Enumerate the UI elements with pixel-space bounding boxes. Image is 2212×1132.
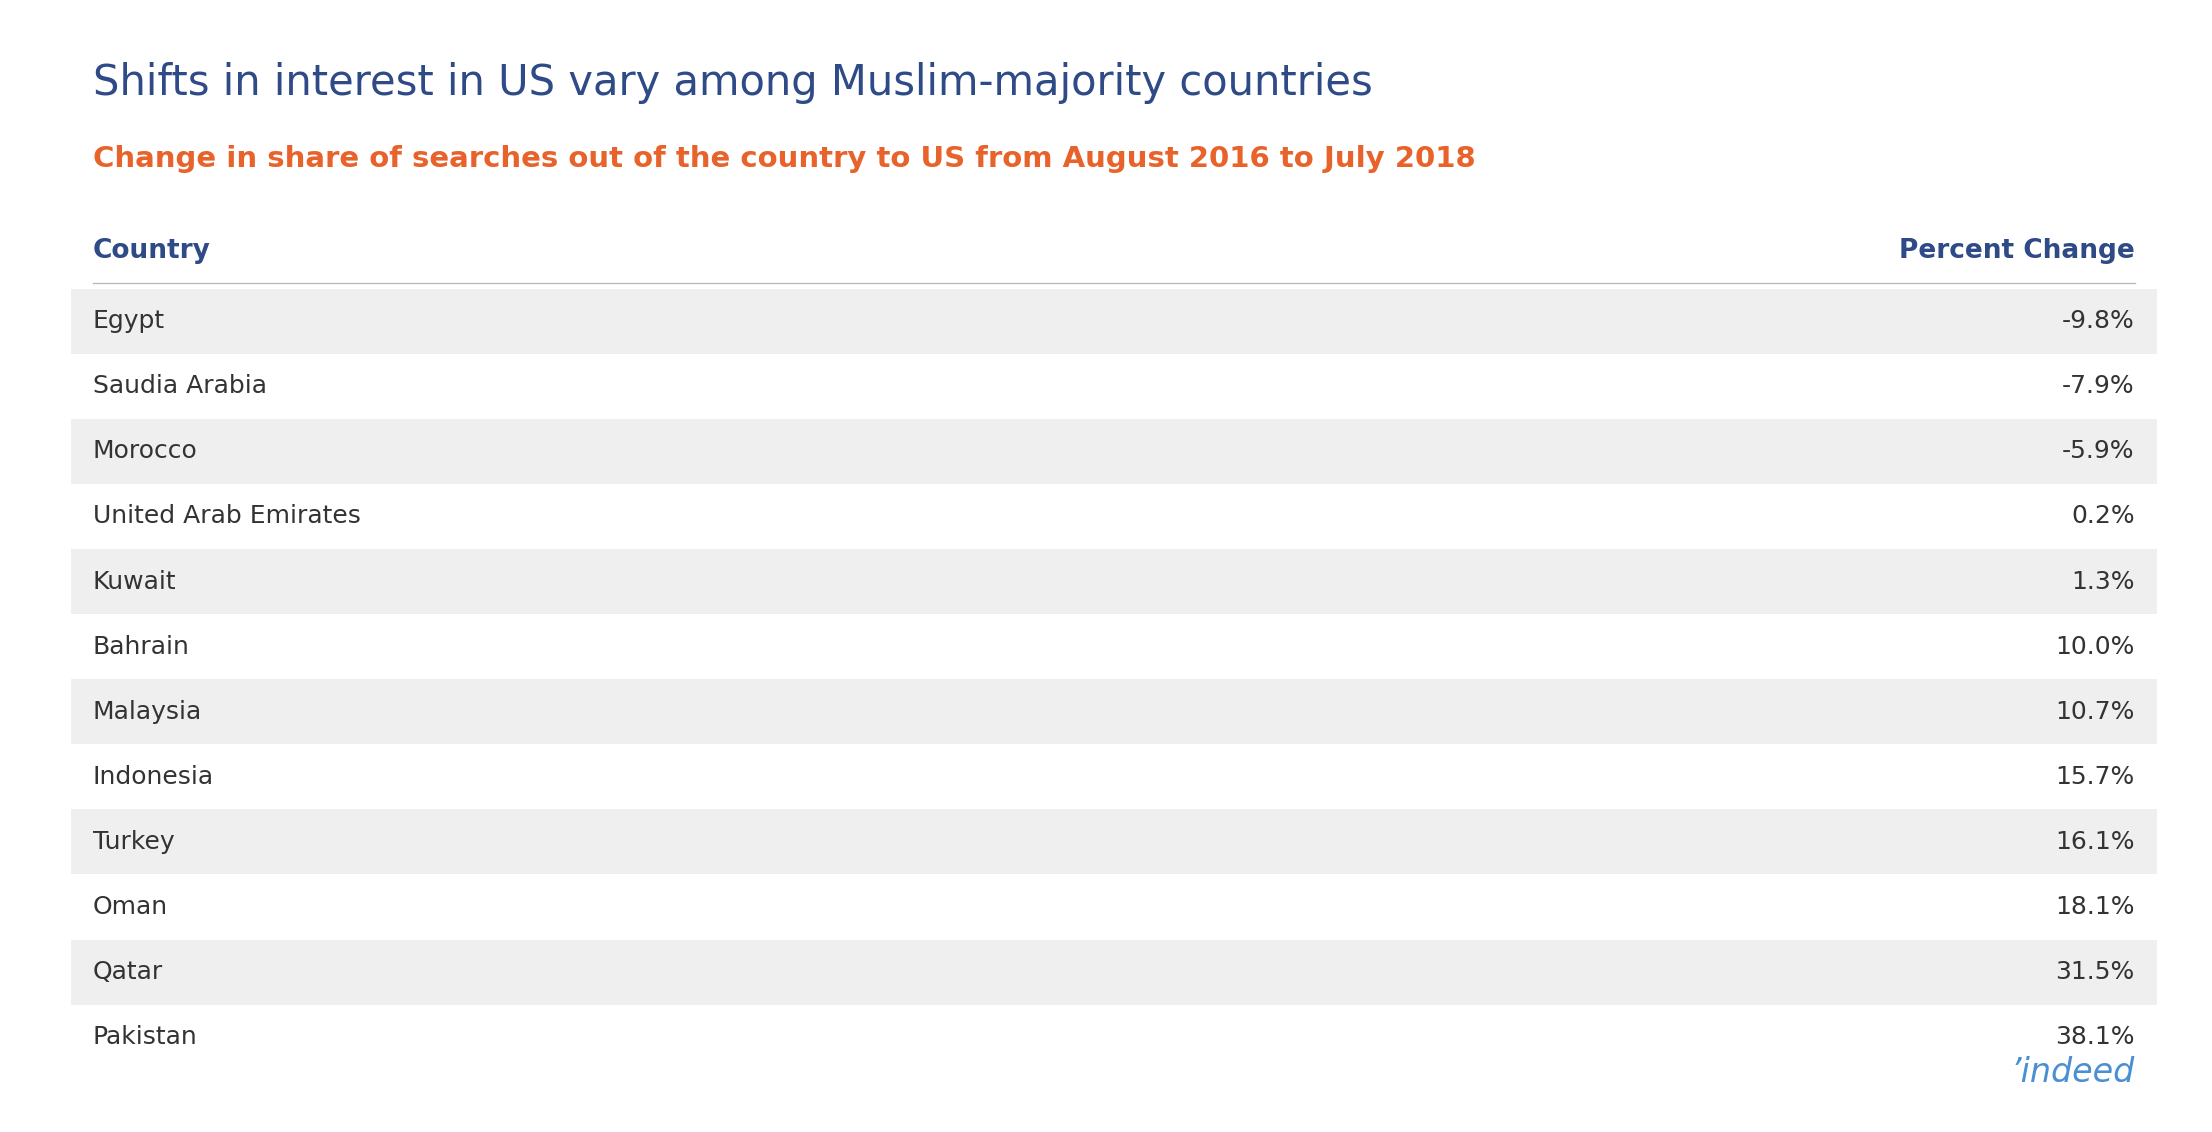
Text: Morocco: Morocco: [93, 439, 197, 463]
Text: -5.9%: -5.9%: [2062, 439, 2135, 463]
Text: 1.3%: 1.3%: [2070, 569, 2135, 593]
Text: Change in share of searches out of the country to US from August 2016 to July 20: Change in share of searches out of the c…: [93, 145, 1475, 173]
Text: Turkey: Turkey: [93, 830, 175, 854]
Text: -9.8%: -9.8%: [2062, 309, 2135, 333]
Text: 38.1%: 38.1%: [2055, 1026, 2135, 1049]
Text: Bahrain: Bahrain: [93, 635, 190, 659]
Text: ’indeed: ’indeed: [2011, 1056, 2135, 1089]
Text: Indonesia: Indonesia: [93, 765, 215, 789]
Text: 10.7%: 10.7%: [2055, 700, 2135, 723]
Text: 16.1%: 16.1%: [2055, 830, 2135, 854]
Text: Qatar: Qatar: [93, 960, 164, 984]
Text: Pakistan: Pakistan: [93, 1026, 197, 1049]
Text: Saudia Arabia: Saudia Arabia: [93, 375, 268, 398]
Text: 15.7%: 15.7%: [2055, 765, 2135, 789]
Text: Oman: Oman: [93, 895, 168, 919]
Text: Egypt: Egypt: [93, 309, 166, 333]
Text: 10.0%: 10.0%: [2055, 635, 2135, 659]
Text: 18.1%: 18.1%: [2055, 895, 2135, 919]
Text: 0.2%: 0.2%: [2070, 505, 2135, 529]
Text: 31.5%: 31.5%: [2055, 960, 2135, 984]
Text: Percent Change: Percent Change: [1898, 238, 2135, 264]
Text: Shifts in interest in US vary among Muslim-majority countries: Shifts in interest in US vary among Musl…: [93, 62, 1374, 104]
Text: Malaysia: Malaysia: [93, 700, 201, 723]
Text: Country: Country: [93, 238, 210, 264]
Text: United Arab Emirates: United Arab Emirates: [93, 505, 361, 529]
Text: -7.9%: -7.9%: [2062, 375, 2135, 398]
Text: Kuwait: Kuwait: [93, 569, 177, 593]
